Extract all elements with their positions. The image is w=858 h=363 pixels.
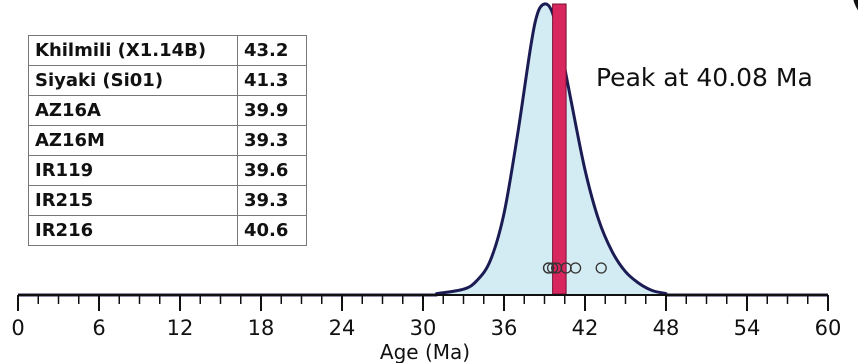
sample-age-marker — [595, 262, 607, 274]
x-tick-label: 54 — [734, 316, 761, 340]
sample-age-cell: 39.9 — [237, 95, 307, 126]
sample-age-table: Khilmili (X1.14B) 43.2 Siyaki (Si01) 41.3 … — [28, 35, 307, 246]
peak-band — [552, 3, 567, 295]
x-tick-label: 30 — [410, 316, 437, 340]
table-row: IR216 40.6 — [28, 215, 307, 246]
panel-label: (b) — [850, 0, 858, 15]
x-tick-label: 42 — [572, 316, 599, 340]
sample-name-cell: Siyaki (Si01) — [28, 65, 238, 96]
sample-name-cell: IR215 — [28, 185, 238, 216]
table-row: Siyaki (Si01) 41.3 — [28, 65, 307, 96]
sample-age-cell: 40.6 — [237, 215, 307, 246]
sample-age-cell: 43.2 — [237, 35, 307, 66]
x-axis-label: Age (Ma) — [380, 340, 470, 363]
table-row: Khilmili (X1.14B) 43.2 — [28, 35, 307, 66]
peak-annotation: Peak at 40.08 Ma — [596, 63, 813, 92]
sample-age-cell: 39.3 — [237, 125, 307, 156]
sample-name-cell: IR119 — [28, 155, 238, 186]
table-row: IR215 39.3 — [28, 185, 307, 216]
x-tick-label: 0 — [11, 316, 24, 340]
table-row: AZ16M 39.3 — [28, 125, 307, 156]
sample-age-cell: 39.6 — [237, 155, 307, 186]
sample-name-cell: IR216 — [28, 215, 238, 246]
table-row: AZ16A 39.9 — [28, 95, 307, 126]
x-tick-label: 6 — [92, 316, 105, 340]
x-tick-label: 48 — [653, 316, 680, 340]
sample-age-marker — [542, 262, 555, 274]
table-row: IR119 39.6 — [28, 155, 307, 186]
x-tick-label: 18 — [248, 316, 275, 340]
x-tick-label: 12 — [167, 316, 194, 340]
sample-age-marker — [560, 262, 572, 274]
sample-name-cell: AZ16M — [28, 125, 238, 156]
sample-age-cell: 41.3 — [237, 65, 307, 96]
sample-name-cell: AZ16A — [28, 95, 238, 126]
sample-name-cell: Khilmili (X1.14B) — [28, 35, 238, 66]
sample-age-cell: 39.3 — [237, 185, 307, 216]
sample-age-marker — [546, 262, 559, 274]
x-tick-label: 24 — [329, 316, 356, 340]
x-tick-label: 60 — [815, 316, 842, 340]
x-tick-label: 36 — [491, 316, 518, 340]
